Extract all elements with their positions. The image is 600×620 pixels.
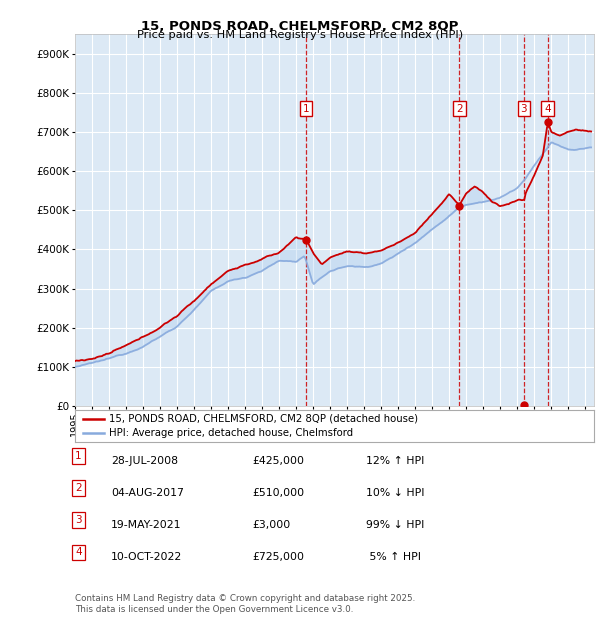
Text: 19-MAY-2021: 19-MAY-2021: [111, 520, 182, 530]
Text: 3: 3: [75, 515, 82, 525]
Text: 15, PONDS ROAD, CHELMSFORD, CM2 8QP (detached house): 15, PONDS ROAD, CHELMSFORD, CM2 8QP (det…: [109, 414, 418, 423]
Text: 15, PONDS ROAD, CHELMSFORD, CM2 8QP: 15, PONDS ROAD, CHELMSFORD, CM2 8QP: [142, 20, 458, 33]
Text: 5% ↑ HPI: 5% ↑ HPI: [366, 552, 421, 562]
Text: 3: 3: [521, 104, 527, 113]
Text: £510,000: £510,000: [252, 488, 304, 498]
Text: Contains HM Land Registry data © Crown copyright and database right 2025.
This d: Contains HM Land Registry data © Crown c…: [75, 595, 415, 614]
Text: 4: 4: [544, 104, 551, 113]
Text: £725,000: £725,000: [252, 552, 304, 562]
Text: 12% ↑ HPI: 12% ↑ HPI: [366, 456, 424, 466]
Text: 4: 4: [75, 547, 82, 557]
Text: 10% ↓ HPI: 10% ↓ HPI: [366, 488, 425, 498]
Text: HPI: Average price, detached house, Chelmsford: HPI: Average price, detached house, Chel…: [109, 428, 353, 438]
Text: 2: 2: [456, 104, 463, 113]
Text: Price paid vs. HM Land Registry's House Price Index (HPI): Price paid vs. HM Land Registry's House …: [137, 30, 463, 40]
Text: 28-JUL-2008: 28-JUL-2008: [111, 456, 178, 466]
Text: 1: 1: [75, 451, 82, 461]
Text: 99% ↓ HPI: 99% ↓ HPI: [366, 520, 424, 530]
Text: £425,000: £425,000: [252, 456, 304, 466]
Text: 10-OCT-2022: 10-OCT-2022: [111, 552, 182, 562]
Text: £3,000: £3,000: [252, 520, 290, 530]
Text: 2: 2: [75, 483, 82, 493]
Text: 04-AUG-2017: 04-AUG-2017: [111, 488, 184, 498]
Text: 1: 1: [302, 104, 309, 113]
